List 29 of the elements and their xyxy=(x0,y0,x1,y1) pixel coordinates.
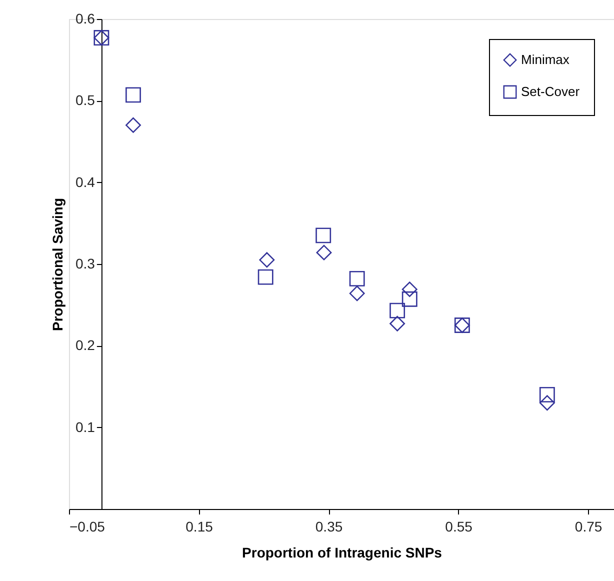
point xyxy=(258,269,274,285)
point xyxy=(390,302,406,318)
point xyxy=(539,386,555,402)
point xyxy=(402,291,418,307)
x-axis-title: Proportion of Intragenic SNPs xyxy=(242,544,442,560)
point xyxy=(349,286,365,302)
x-tick-label: 0.35 xyxy=(315,518,343,534)
point xyxy=(316,228,332,244)
x-tick-label: −0.05 xyxy=(70,518,106,534)
y-tick-label: 0.1 xyxy=(75,418,96,435)
point xyxy=(349,270,365,286)
legend-label: Minimax xyxy=(521,52,570,67)
legend-label: Set-Cover xyxy=(521,84,580,99)
y-tick-label: 0.5 xyxy=(75,92,96,108)
point xyxy=(402,282,418,298)
point xyxy=(259,252,275,268)
point xyxy=(126,117,141,133)
x-tick-label: 0.15 xyxy=(186,518,214,534)
point xyxy=(390,316,406,332)
y-tick-label: 0.6 xyxy=(75,10,96,26)
y-tick-label: 0.4 xyxy=(75,174,96,190)
y-tick-label: 0.2 xyxy=(75,337,96,354)
y-tick-label: 0.3 xyxy=(75,256,96,272)
x-tick-label: 0.75 xyxy=(574,518,602,534)
point xyxy=(126,87,141,103)
y-axis-title: Proportional Saving xyxy=(49,198,66,332)
point xyxy=(316,244,332,260)
point xyxy=(539,395,555,411)
x-tick-label: 0.55 xyxy=(445,518,473,534)
